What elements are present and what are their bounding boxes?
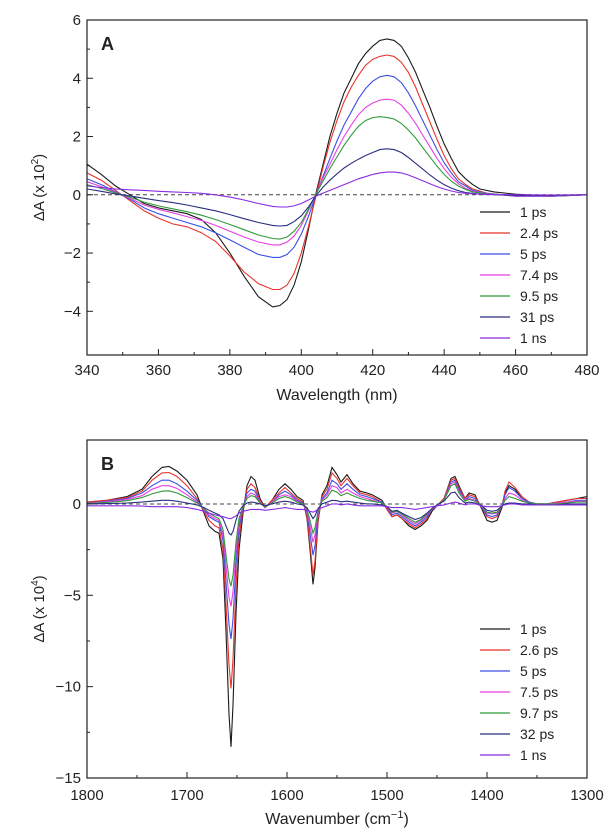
chart-panel-B: 1800 1700 1600 1500 1400 1300 −15 −10 −5 0 B Wavenu… — [30, 439, 604, 828]
legend-label: 5 ps — [520, 246, 546, 262]
series-line-1-ps — [86, 465, 588, 747]
x-tick-label: 400 — [289, 362, 314, 379]
legend-label: 1 ns — [520, 747, 546, 763]
y-tick-label: 4 — [73, 70, 81, 87]
y-axis-label: ΔA (x 104) — [30, 575, 48, 642]
chart-panel-A: 340 360 380 400 420 440 460 480 −4 −2 0 2 4 6 A Wavelen… — [30, 12, 600, 404]
y-tick-label: 2 — [73, 129, 81, 146]
panel-label: A — [101, 34, 114, 54]
series-line-1-ps — [86, 38, 588, 308]
series-line-2.6-ps — [86, 471, 587, 689]
legend: 1 ps 2.4 ps 5 ps 7.4 ps 9.5 ps 31 ps 1 ns — [480, 204, 558, 346]
x-tick-label: 380 — [217, 362, 242, 379]
x-tick-label: 1300 — [570, 787, 603, 804]
legend-label: 1 ps — [520, 621, 546, 637]
series-line-2.4-ps — [86, 54, 588, 291]
x-tick-label: 480 — [574, 362, 599, 379]
legend-label: 31 ps — [520, 309, 554, 325]
legend-label: 5 ps — [520, 663, 546, 679]
panel-label: B — [101, 454, 114, 474]
x-tick-label: 440 — [432, 362, 457, 379]
y-tick-label: −4 — [64, 303, 81, 320]
legend-label: 7.5 ps — [520, 684, 558, 700]
series-line-9.5-ps — [86, 116, 588, 240]
series-line-32-ps — [86, 491, 587, 536]
series-line-9.7-ps — [86, 483, 587, 587]
x-tick-label: 1700 — [170, 787, 203, 804]
x-axis-label: Wavelength (nm) — [276, 387, 397, 404]
legend-label: 32 ps — [520, 726, 554, 742]
series-line-5-ps — [86, 479, 587, 640]
y-tick-label: 0 — [73, 187, 81, 204]
x-tick-label: 420 — [360, 362, 385, 379]
x-tick-label: 1800 — [70, 787, 103, 804]
legend: 1 ps 2.6 ps 5 ps 7.5 ps 9.7 ps 32 ps 1 ns — [480, 621, 558, 763]
series-line-1-ns — [86, 171, 588, 208]
series-line-31-ps — [86, 148, 588, 227]
legend-label: 2.4 ps — [520, 225, 558, 241]
x-axis-label: Wavenumber (cm−1) — [265, 809, 409, 828]
y-tick-label: 0 — [73, 496, 81, 513]
legend-label: 1 ps — [520, 204, 546, 220]
series-line-5-ps — [86, 74, 588, 258]
y-tick-label: 6 — [73, 12, 81, 29]
legend-label: 2.6 ps — [520, 642, 558, 658]
x-tick-label: 460 — [503, 362, 528, 379]
x-tick-label: 1400 — [470, 787, 503, 804]
y-tick-label: −2 — [64, 245, 81, 262]
x-tick-label: 1500 — [370, 787, 403, 804]
x-tick-label: 1600 — [270, 787, 303, 804]
x-tick-label: 360 — [146, 362, 171, 379]
y-axis-label: ΔA (x 102) — [30, 154, 48, 221]
y-tick-label: −15 — [56, 770, 81, 787]
y-tick-label: −5 — [64, 587, 81, 604]
legend-label: 7.4 ps — [520, 267, 558, 283]
series-line-7.5-ps — [86, 481, 587, 607]
legend-label: 1 ns — [520, 330, 546, 346]
y-tick-label: −10 — [56, 679, 81, 696]
legend-label: 9.7 ps — [520, 705, 558, 721]
legend-label: 9.5 ps — [520, 288, 558, 304]
x-tick-label: 340 — [74, 362, 99, 379]
series-line-7.4-ps — [86, 98, 588, 246]
series-line-1-ns — [87, 501, 587, 520]
